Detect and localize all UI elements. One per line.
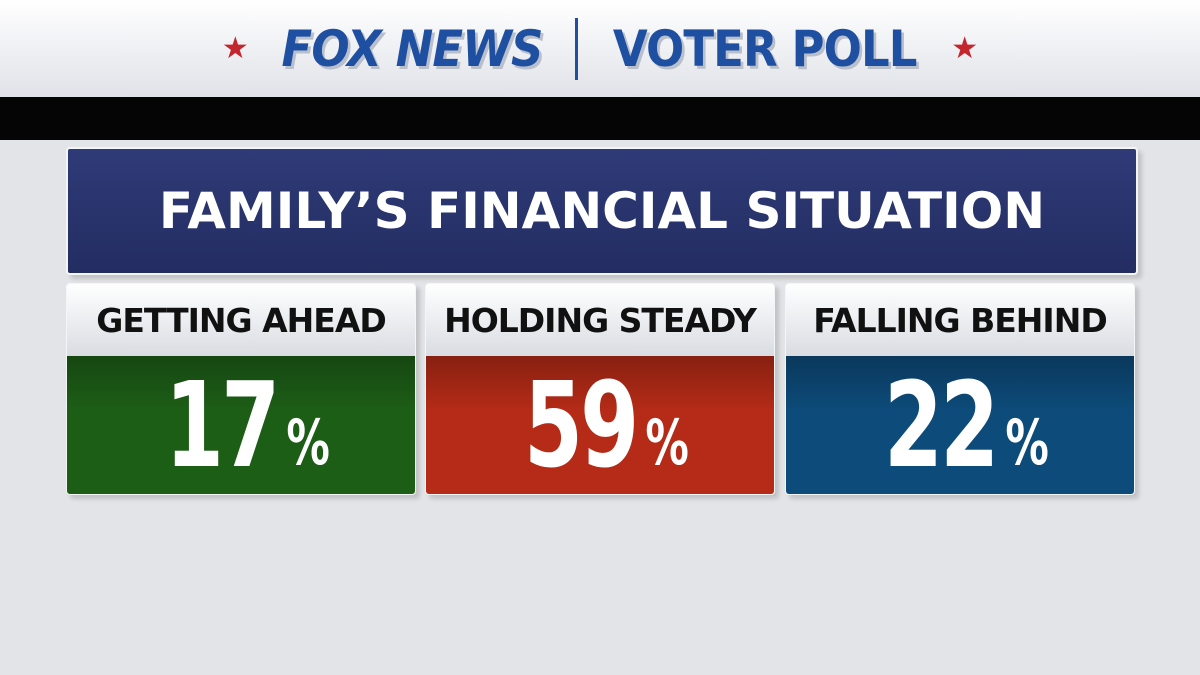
panel: GETTING AHEAD 17% — [66, 283, 416, 495]
title: FAMILY’S FINANCIAL SITUATION — [66, 147, 1138, 275]
star-icon: ★ — [221, 31, 249, 66]
panel-value: 22% — [786, 356, 1134, 494]
header-bar — [0, 97, 1200, 140]
value-number: 17 — [164, 356, 280, 494]
panel-label: GETTING AHEAD — [67, 284, 415, 356]
panel-value: 17% — [67, 356, 415, 494]
brand: FOX NEWS — [281, 19, 543, 78]
panel-value: 59% — [426, 356, 774, 494]
separator — [574, 17, 578, 80]
value-number: 59 — [523, 356, 639, 494]
header: ★ FOX NEWS VOTER POLL ★ — [0, 0, 1200, 97]
value-number: 22 — [883, 356, 999, 494]
value-unit: % — [1005, 405, 1049, 479]
panel-label: FALLING BEHIND — [786, 284, 1134, 356]
value-unit: % — [286, 405, 330, 479]
panel: HOLDING STEADY 59% — [425, 283, 775, 495]
section-title: VOTER POLL — [612, 19, 918, 78]
panel-label: HOLDING STEADY — [426, 284, 774, 356]
star-icon: ★ — [951, 31, 979, 66]
panel: FALLING BEHIND 22% — [785, 283, 1135, 495]
value-unit: % — [645, 405, 689, 479]
